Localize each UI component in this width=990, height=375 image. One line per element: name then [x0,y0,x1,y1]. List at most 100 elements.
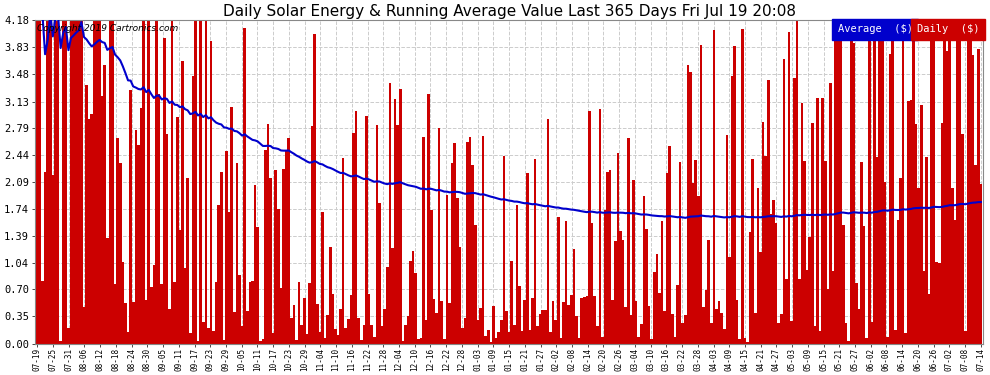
Bar [83,308,85,344]
Bar [840,0,842,344]
Bar [697,196,700,344]
Bar [117,138,119,344]
Bar [891,0,894,344]
Bar [684,315,687,344]
Bar [122,262,124,344]
Bar [402,341,404,344]
Bar [386,267,388,344]
Bar [396,125,399,344]
Bar [673,337,676,344]
Bar [974,165,977,344]
Bar [223,340,226,344]
Bar [54,0,56,344]
Bar [516,205,518,344]
Bar [910,100,912,344]
Bar [953,220,956,344]
Bar [212,331,215,344]
Bar [723,329,726,344]
Bar [816,98,819,344]
Bar [207,328,210,344]
Bar [47,0,49,344]
Bar [508,332,511,344]
Bar [443,339,446,344]
Bar [428,94,430,344]
Bar [977,49,979,344]
Bar [404,325,407,344]
Bar [368,294,370,344]
Bar [518,286,521,344]
Bar [49,0,51,344]
Bar [303,298,306,344]
Bar [599,109,601,344]
Bar [936,262,939,344]
Bar [837,39,840,344]
Bar [463,318,466,344]
Bar [490,342,492,344]
Bar [835,2,837,344]
Bar [865,338,868,344]
Bar [713,30,715,344]
Bar [124,303,127,344]
Bar [943,0,945,344]
Bar [505,311,508,344]
Bar [604,210,606,344]
Bar [184,268,186,344]
Bar [85,85,88,344]
Bar [780,314,782,344]
Bar [373,337,375,344]
Bar [114,284,117,344]
Bar [842,225,844,344]
Bar [557,217,559,344]
Bar [668,146,671,344]
Bar [739,339,742,344]
Bar [479,309,482,344]
Bar [847,341,850,344]
Bar [316,304,319,344]
Bar [647,306,650,344]
Bar [72,0,75,344]
Bar [513,325,516,344]
Bar [811,123,814,344]
Bar [583,297,585,344]
Bar [456,198,458,344]
Bar [77,0,80,344]
Bar [332,294,334,344]
Bar [241,326,244,344]
Bar [832,271,835,344]
Bar [702,307,705,344]
Bar [756,188,759,344]
Bar [165,134,168,344]
Bar [168,309,171,344]
Bar [269,178,272,344]
Bar [436,314,438,344]
Bar [340,309,342,344]
Bar [627,138,630,344]
Bar [280,288,282,344]
Bar [868,0,870,344]
Bar [266,124,269,344]
Bar [551,301,554,344]
Text: Copyright 2019 Cartronics.com: Copyright 2019 Cartronics.com [37,24,178,33]
Bar [933,0,936,344]
Bar [378,203,381,344]
Bar [205,0,207,344]
Bar [692,183,694,344]
Bar [855,283,857,344]
Bar [660,220,663,344]
Bar [334,329,337,344]
Bar [186,178,189,344]
Bar [407,316,409,344]
Bar [966,0,969,344]
Bar [793,78,796,344]
Bar [819,331,822,344]
Bar [559,338,562,344]
Bar [824,161,827,344]
Bar [705,290,708,344]
Bar [878,0,881,344]
Bar [425,320,428,344]
Bar [539,314,542,344]
Bar [951,188,953,344]
Bar [806,270,809,344]
Bar [352,134,354,344]
Bar [157,94,160,344]
